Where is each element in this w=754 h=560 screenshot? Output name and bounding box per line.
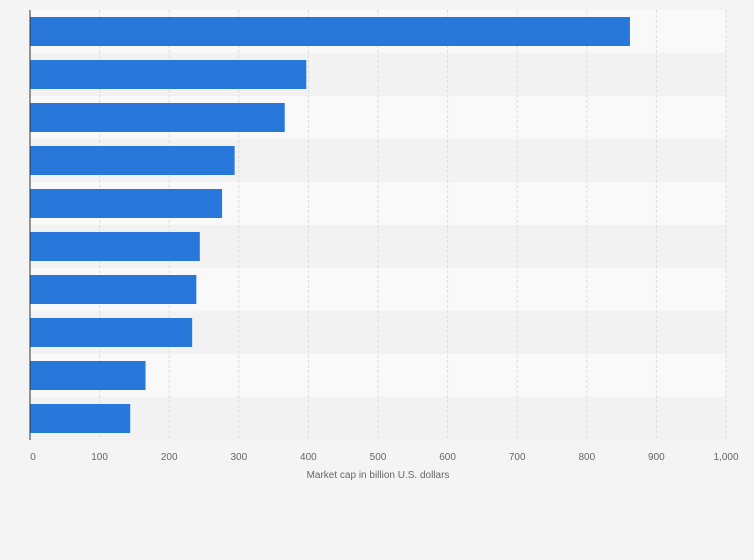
x-tick-label: 200 <box>161 452 178 463</box>
x-tick-label: 500 <box>370 452 387 463</box>
x-tick-label: 600 <box>439 452 456 463</box>
bar <box>30 275 197 304</box>
bar <box>30 17 630 46</box>
x-tick-label: 400 <box>300 452 317 463</box>
x-tick-label: 1,000 <box>713 452 738 463</box>
x-tick-label: 700 <box>509 452 526 463</box>
bar <box>30 60 307 89</box>
bar <box>30 103 285 132</box>
bar <box>30 146 235 175</box>
bar <box>30 189 223 218</box>
x-tick-label: 900 <box>648 452 665 463</box>
x-tick-label: 800 <box>578 452 595 463</box>
bars <box>30 17 630 433</box>
bar <box>30 404 131 433</box>
x-axis-title: Market cap in billion U.S. dollars <box>307 470 450 481</box>
bar <box>30 232 200 261</box>
bar <box>30 361 146 390</box>
x-axis-ticks: 0 100 200 300 400 500 600 700 800 900 1,000 <box>30 452 739 463</box>
x-tick-label: 100 <box>91 452 108 463</box>
row-band <box>30 397 726 440</box>
x-tick-label: 0 <box>30 452 36 463</box>
x-tick-label: 300 <box>230 452 247 463</box>
bar <box>30 318 193 347</box>
